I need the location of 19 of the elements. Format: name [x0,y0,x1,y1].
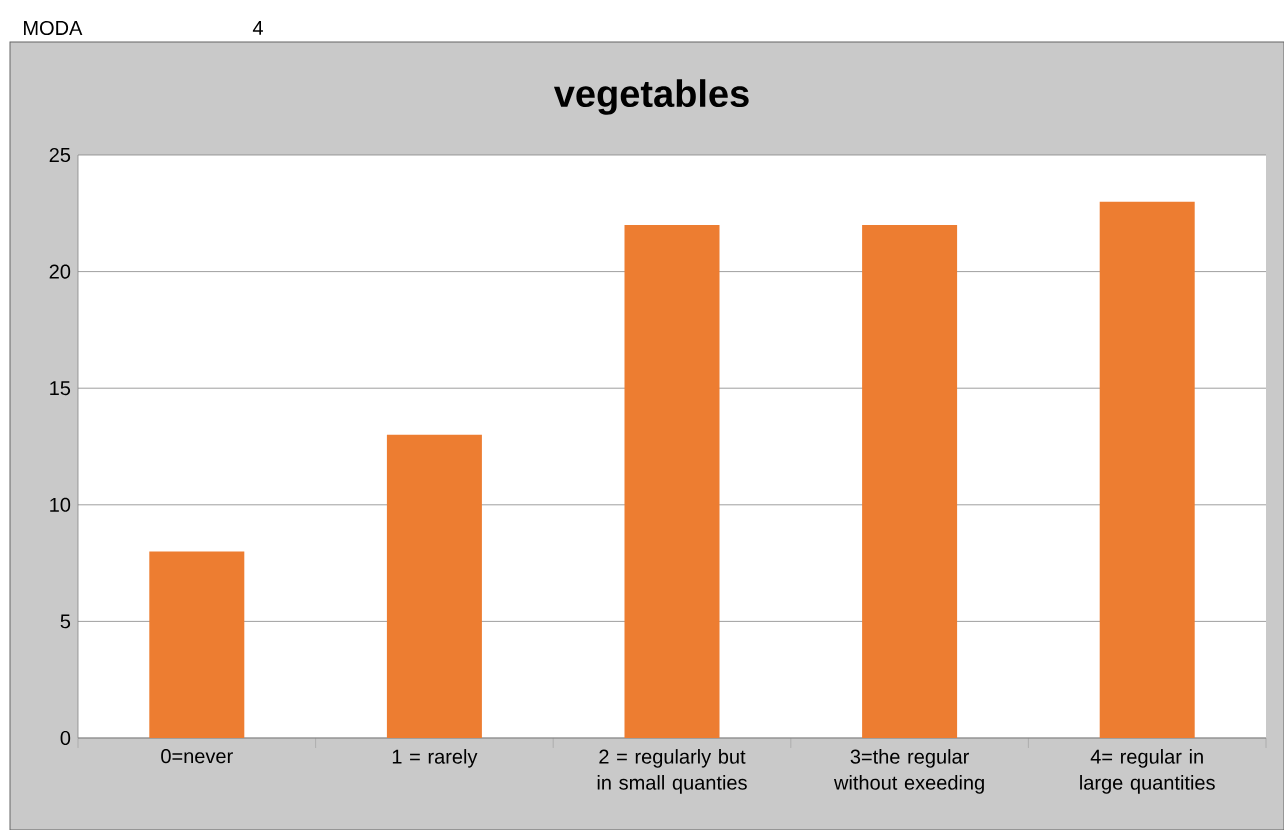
y-tick-label: 5 [60,614,71,629]
bar [1099,201,1195,738]
y-tick-label: 0 [60,730,71,746]
text: 4 [252,21,263,35]
x-tick-label: 2 = regularly but in small quanties [597,749,747,794]
y-tick-label: 20 [49,264,71,279]
y-tick-label: 25 [49,147,71,163]
chart-title: vegetables [553,79,749,115]
y-tick-label: 15 [50,381,71,396]
y-tick-label: 10 [50,497,71,512]
x-tick-label: 4= regular in large quantities [1080,749,1215,794]
bar [862,224,958,738]
text: MODA [24,20,83,36]
bar [624,224,720,738]
x-tick-label: 1 = rarely [392,749,478,768]
bar [386,434,482,738]
x-tick-label: 3=the regular without exeeding [833,749,984,794]
bar [149,551,245,738]
x-tick-label: 0=never [161,749,233,764]
